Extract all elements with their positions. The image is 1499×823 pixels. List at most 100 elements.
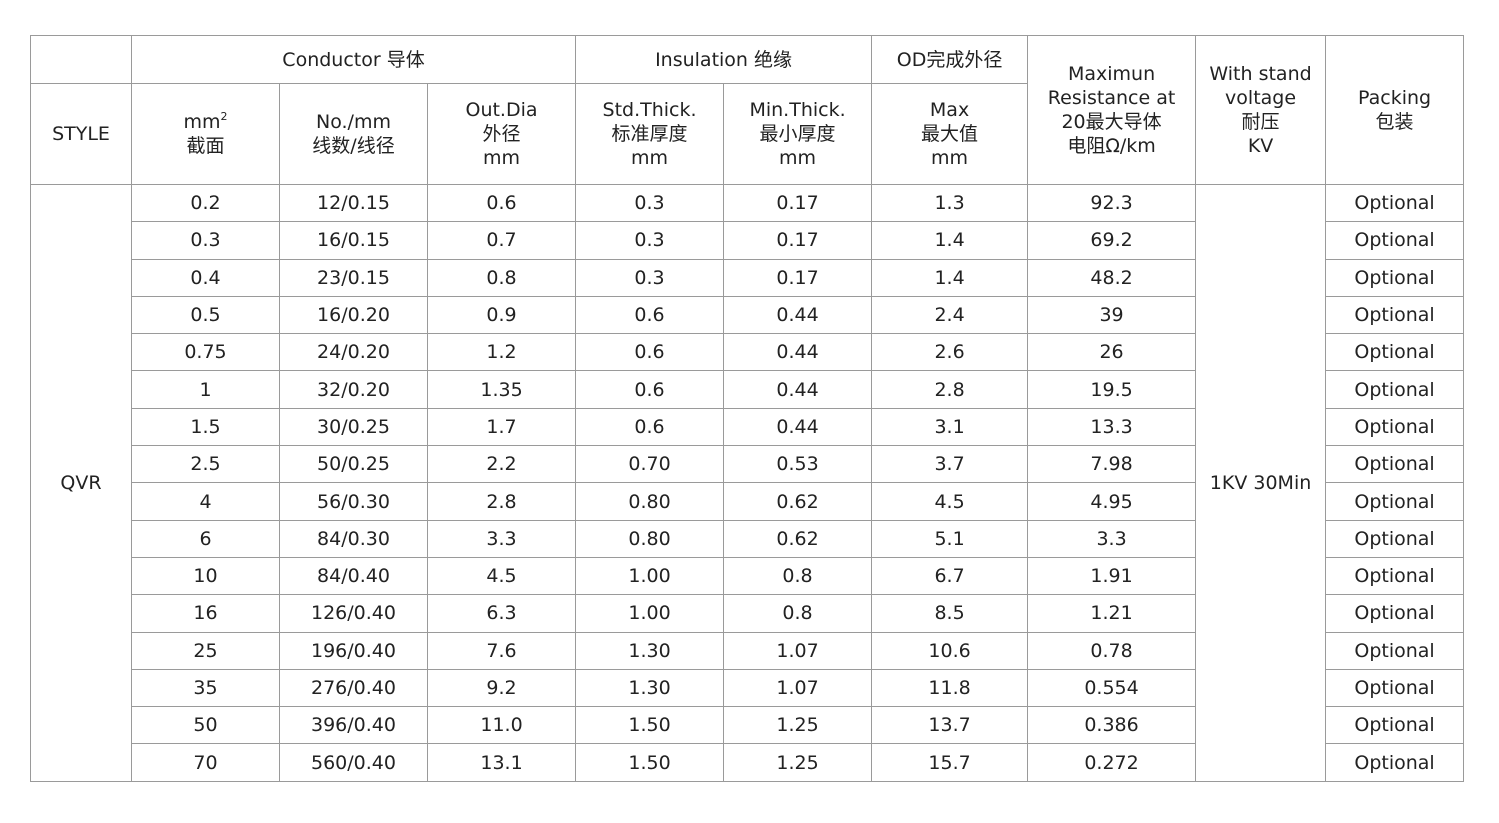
cell-od-max: 3.1	[871, 407, 1029, 447]
table-row: 6 84/0.30 3.3 0.80 0.62 5.1 3.3 Optional	[31, 519, 1465, 558]
cell-std-thick: 0.80	[575, 519, 725, 558]
cell-min-thick: 1.25	[723, 743, 873, 782]
cell-out-dia: 13.1	[426, 743, 577, 782]
cell-min-thick: 0.17	[723, 183, 873, 223]
cell-strands: 23/0.15	[279, 258, 428, 297]
cell-od-max: 3.7	[871, 445, 1029, 484]
cell-std-thick: 0.3	[575, 258, 725, 297]
cell-area: 6	[131, 519, 280, 558]
cell-strands: 84/0.40	[279, 556, 428, 596]
cell-resistance: 4.95	[1027, 482, 1197, 521]
cell-min-thick: 0.44	[723, 370, 873, 409]
cell-out-dia: 0.8	[426, 258, 577, 297]
table-row: 10 84/0.40 4.5 1.00 0.8 6.7 1.91 Optional	[31, 556, 1465, 596]
cell-min-thick: 0.44	[723, 333, 873, 372]
cell-resistance: 1.21	[1027, 594, 1197, 633]
table-row: 0.4 23/0.15 0.8 0.3 0.17 1.4 48.2 Optional	[31, 258, 1465, 297]
cell-min-thick: 0.8	[723, 594, 873, 633]
area-sup: 2	[220, 110, 228, 123]
cell-resistance: 26	[1027, 333, 1197, 372]
header-packing: Packing 包装	[1325, 35, 1465, 185]
cell-packing: Optional	[1325, 445, 1465, 484]
cell-out-dia: 2.2	[426, 445, 577, 484]
voltage-cell: 1KV 30Min	[1195, 184, 1327, 782]
spec-table: Conductor 导体 Insulation 绝缘 OD完成外径 Maximu…	[30, 35, 1465, 782]
cell-strands: 12/0.15	[279, 183, 428, 223]
cell-strands: 196/0.40	[279, 631, 428, 670]
cell-strands: 30/0.25	[279, 407, 428, 447]
header-od: OD完成外径	[871, 35, 1029, 84]
cell-out-dia: 2.8	[426, 482, 577, 521]
cell-strands: 56/0.30	[279, 482, 428, 521]
header-style: STYLE	[30, 83, 132, 185]
table-row: 0.75 24/0.20 1.2 0.6 0.44 2.6 26 Optional	[31, 333, 1465, 372]
cell-resistance: 13.3	[1027, 407, 1197, 447]
cell-od-max: 1.3	[871, 183, 1029, 223]
table-row: 1 32/0.20 1.35 0.6 0.44 2.8 19.5 Optional	[31, 370, 1465, 409]
cell-out-dia: 1.2	[426, 333, 577, 372]
cell-out-dia: 9.2	[426, 668, 577, 708]
header-std-thick: Std.Thick. 标准厚度 mm	[575, 83, 725, 185]
cell-area: 1.5	[131, 407, 280, 447]
cell-packing: Optional	[1325, 743, 1465, 782]
cell-area: 50	[131, 706, 280, 745]
header-strands: No./mm 线数/线径	[279, 83, 428, 185]
cell-strands: 50/0.25	[279, 445, 428, 484]
cell-packing: Optional	[1325, 333, 1465, 372]
table-row: 70 560/0.40 13.1 1.50 1.25 15.7 0.272 Optional	[31, 743, 1465, 782]
header-insulation: Insulation 绝缘	[575, 35, 873, 84]
cell-std-thick: 1.00	[575, 556, 725, 596]
cell-std-thick: 1.30	[575, 631, 725, 670]
cell-out-dia: 0.7	[426, 221, 577, 260]
cell-strands: 126/0.40	[279, 594, 428, 633]
cell-min-thick: 0.8	[723, 556, 873, 596]
cell-area: 0.3	[131, 221, 280, 260]
table-row: 16 126/0.40 6.3 1.00 0.8 8.5 1.21 Optional	[31, 594, 1465, 633]
cell-strands: 16/0.20	[279, 295, 428, 335]
cell-area: 4	[131, 482, 280, 521]
cell-resistance: 0.554	[1027, 668, 1197, 708]
cell-out-dia: 7.6	[426, 631, 577, 670]
table-row: 2.5 50/0.25 2.2 0.70 0.53 3.7 7.98 Optional	[31, 445, 1465, 484]
area-cn: 截面	[186, 135, 225, 157]
cell-packing: Optional	[1325, 407, 1465, 447]
header-area: mm2 截面	[131, 83, 280, 185]
cell-od-max: 11.8	[871, 668, 1029, 708]
table-row: 1.5 30/0.25 1.7 0.6 0.44 3.1 13.3 Optional	[31, 407, 1465, 447]
cell-area: 2.5	[131, 445, 280, 484]
cell-packing: Optional	[1325, 183, 1465, 223]
cell-out-dia: 11.0	[426, 706, 577, 745]
cell-min-thick: 0.53	[723, 445, 873, 484]
cell-packing: Optional	[1325, 295, 1465, 335]
style-cell: QVR	[30, 184, 132, 782]
cell-resistance: 7.98	[1027, 445, 1197, 484]
cell-od-max: 4.5	[871, 482, 1029, 521]
cell-resistance: 0.272	[1027, 743, 1197, 782]
cell-min-thick: 0.44	[723, 295, 873, 335]
cell-od-max: 13.7	[871, 706, 1029, 745]
cell-std-thick: 1.30	[575, 668, 725, 708]
cell-area: 0.4	[131, 258, 280, 297]
cell-area: 10	[131, 556, 280, 596]
cell-packing: Optional	[1325, 706, 1465, 745]
cell-packing: Optional	[1325, 221, 1465, 260]
cell-min-thick: 0.44	[723, 407, 873, 447]
cell-out-dia: 0.6	[426, 183, 577, 223]
cell-std-thick: 0.6	[575, 407, 725, 447]
cell-strands: 396/0.40	[279, 706, 428, 745]
cell-resistance: 1.91	[1027, 556, 1197, 596]
cell-od-max: 6.7	[871, 556, 1029, 596]
cell-area: 25	[131, 631, 280, 670]
cell-std-thick: 0.80	[575, 482, 725, 521]
cell-resistance: 0.386	[1027, 706, 1197, 745]
area-unit: mm	[183, 111, 221, 133]
cell-min-thick: 1.07	[723, 631, 873, 670]
cell-area: 1	[131, 370, 280, 409]
cell-area: 35	[131, 668, 280, 708]
cell-area: 0.5	[131, 295, 280, 335]
cell-out-dia: 3.3	[426, 519, 577, 558]
cell-strands: 276/0.40	[279, 668, 428, 708]
cell-min-thick: 0.17	[723, 258, 873, 297]
cell-strands: 16/0.15	[279, 221, 428, 260]
cell-std-thick: 1.00	[575, 594, 725, 633]
